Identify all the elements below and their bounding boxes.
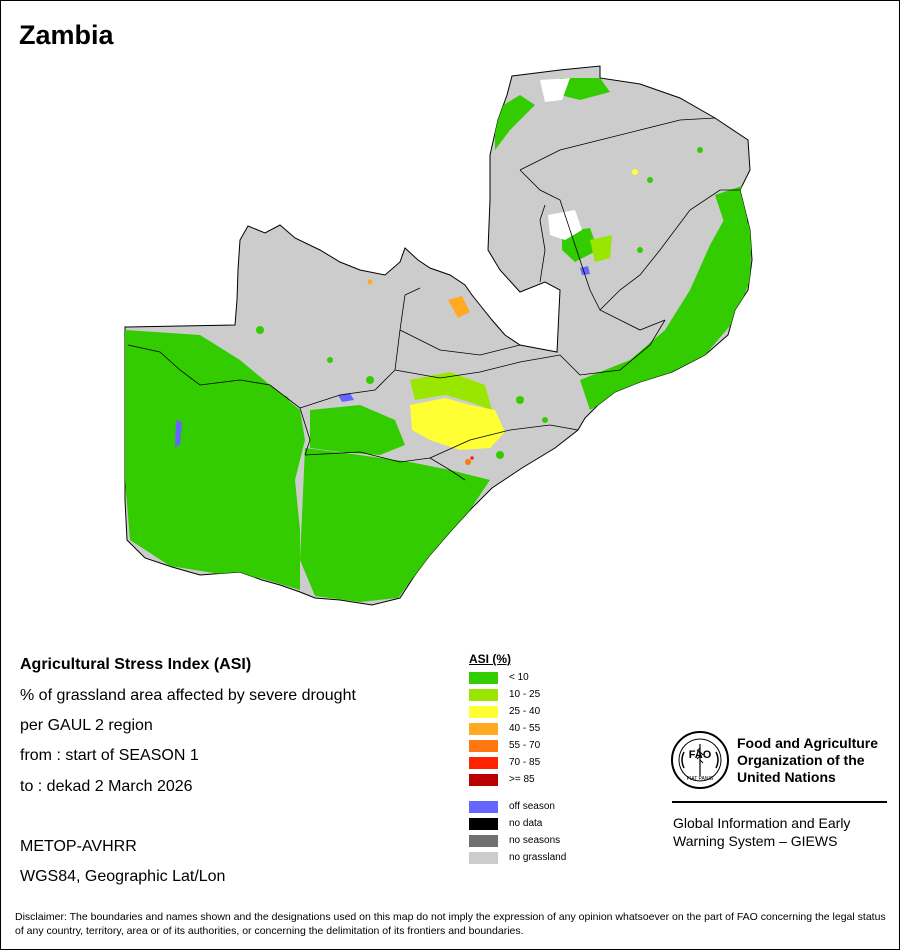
info-to: to : dekad 2 March 2026	[20, 778, 193, 795]
info-index-name: Agricultural Stress Index (ASI)	[20, 656, 252, 673]
giews-name: Global Information and Early Warning Sys…	[673, 815, 851, 849]
zambia-map	[124, 65, 753, 606]
legend-label: off season	[509, 801, 555, 812]
asi-55-70-speck	[465, 459, 471, 465]
legend-label: no seasons	[509, 835, 561, 846]
asi-lt10-north-top	[560, 78, 610, 100]
fao-organization-name: Food and Agriculture Organization of the…	[737, 735, 879, 785]
legend-title: ASI (%)	[469, 652, 511, 666]
legend-swatch	[469, 801, 498, 813]
asi-25-40-speck	[632, 169, 638, 175]
asi-lt10-southern	[300, 448, 490, 602]
map-title: Zambia	[19, 20, 114, 50]
lake-mweru	[540, 78, 570, 102]
asi-lt10-northeast	[715, 185, 750, 240]
legend-label: < 10	[509, 672, 529, 683]
disclaimer: Disclaimer: The boundaries and names sho…	[15, 911, 886, 937]
legend-swatch	[469, 757, 498, 769]
legend-label: no grassland	[509, 852, 567, 863]
asi-lt10-eastern	[580, 200, 752, 410]
off-season-lake	[338, 393, 354, 402]
legend-label: 10 - 25	[509, 689, 541, 700]
legend-swatch	[469, 740, 498, 752]
legend-label: >= 85	[509, 774, 535, 785]
asi-70-85-speck	[470, 456, 474, 460]
asi-10-25-north	[590, 235, 612, 262]
legend-swatch	[469, 706, 498, 718]
asi-lt10-scatter	[225, 147, 703, 459]
asi-lt10-western	[125, 330, 305, 590]
fao-divider	[672, 801, 887, 803]
info-sensor: METOP-AVHRR	[20, 838, 137, 855]
province-boundaries	[127, 117, 740, 481]
asi-40-55-speck	[367, 279, 373, 285]
asi-lt10-north-lake	[562, 228, 598, 262]
asi-40-55	[448, 296, 470, 318]
off-season-zambezi	[175, 420, 182, 447]
legend-label: 25 - 40	[509, 706, 541, 717]
legend-swatch	[469, 835, 498, 847]
fao-motto: FIAT PANIS	[687, 776, 714, 782]
legend-label: 70 - 85	[509, 757, 541, 768]
asi-lt10-central	[310, 405, 405, 455]
fao-emblem-icon: FAO FIAT PANIS	[671, 731, 729, 789]
lake-bangweulu	[548, 210, 582, 240]
legend-swatch	[469, 774, 498, 786]
legend-label: 55 - 70	[509, 740, 541, 751]
legend-swatch	[469, 689, 498, 701]
legend-swatch	[469, 818, 498, 830]
legend-swatch	[469, 672, 498, 684]
info-aggregation: per GAUL 2 region	[20, 717, 153, 734]
legend-swatch	[469, 723, 498, 735]
info-description: % of grassland area affected by severe d…	[20, 687, 356, 704]
info-from: from : start of SEASON 1	[20, 747, 199, 764]
legend-label: no data	[509, 818, 543, 829]
legend-label: 40 - 55	[509, 723, 541, 734]
asi-lt10-northwest	[495, 95, 535, 150]
info-projection: WGS84, Geographic Lat/Lon	[20, 868, 226, 885]
fao-emblem-text: FAO	[689, 749, 712, 761]
asi-10-25	[410, 372, 492, 410]
legend-swatch	[469, 852, 498, 864]
